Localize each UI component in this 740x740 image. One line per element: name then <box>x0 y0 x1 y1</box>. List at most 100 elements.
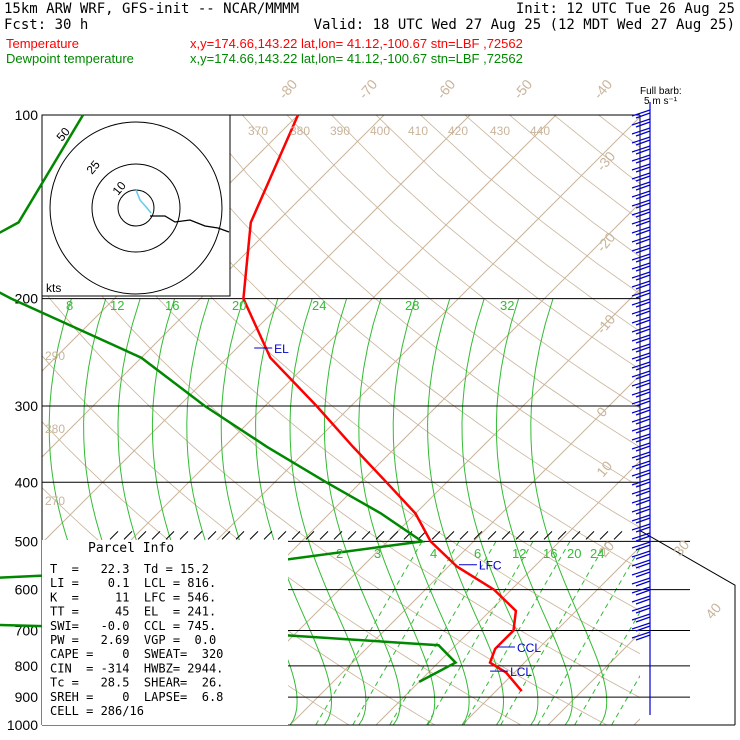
hodograph-ring <box>91 163 181 253</box>
parcel-info-row: CIN = -314 HWBZ= 2944. <box>50 661 223 675</box>
wind-barb <box>631 523 651 533</box>
wind-barb <box>631 352 651 362</box>
hatch-mark <box>151 531 161 540</box>
wind-barb <box>631 199 651 209</box>
hatch-mark <box>445 531 455 540</box>
hatch-mark <box>333 531 343 540</box>
dry-adiabat <box>509 115 640 221</box>
mixing-ratio-label: 28 <box>405 298 419 313</box>
wind-barbs: Full barb:5 m s⁻¹ <box>631 86 682 715</box>
dry-adiabat <box>108 115 640 570</box>
parcel-info-row: LI = 0.1 LCL = 816. <box>50 576 216 590</box>
isotherm-label: 30 <box>670 537 692 559</box>
valid-time: Valid: 18 UTC Wed 27 Aug 25 (12 MDT Wed … <box>314 17 735 33</box>
hatch-mark <box>501 531 511 540</box>
barb-legend-title: Full barb: <box>640 86 682 97</box>
moist-adiabat <box>323 298 401 725</box>
hatch-mark <box>109 531 119 540</box>
parcel-info-row: PW = 2.69 VGP = 0.0 <box>50 633 216 647</box>
wind-barb <box>631 379 651 389</box>
mixing-ratio-label: 4 <box>430 546 437 561</box>
temperature-station-info: x,y=174.66,143.22 lat,lon= 41.12,-100.67… <box>190 36 523 51</box>
pressure-tick-label: 500 <box>15 533 39 549</box>
wind-barb <box>631 415 651 425</box>
wind-barb <box>631 244 651 254</box>
hatch-mark <box>263 531 273 540</box>
isotherm-line <box>42 115 471 544</box>
wind-barb <box>631 190 651 200</box>
mixing-ratio-label: 6 <box>474 546 481 561</box>
parcel-marker-label: LFC <box>479 559 502 573</box>
parcel-info-title: Parcel Info <box>88 541 174 556</box>
dewpoint-station-info: x,y=174.66,143.22 lat,lon= 41.12,-100.67… <box>190 51 523 66</box>
hatch-mark <box>375 531 385 540</box>
init-time: Init: 12 UTC Tue 26 Aug 25 <box>516 1 735 17</box>
wind-barb <box>631 622 651 632</box>
wind-barb <box>631 505 651 515</box>
wind-barb <box>631 514 651 524</box>
wind-barb <box>631 595 651 605</box>
hatch-mark <box>459 531 469 540</box>
hatch-mark <box>305 531 315 540</box>
wind-barb <box>631 388 651 398</box>
temperature-legend: Temperature <box>6 36 79 51</box>
theta-label: 410 <box>408 124 428 138</box>
theta-label: 420 <box>448 124 468 138</box>
hatch-mark <box>571 531 581 540</box>
dewpoint-legend: Dewpoint temperature <box>6 51 134 66</box>
hatch-mark <box>235 531 245 540</box>
wind-barb <box>631 487 651 497</box>
hatch-mark <box>473 531 483 540</box>
mixing-ratio-label: 16 <box>543 546 557 561</box>
wind-barb <box>631 172 651 182</box>
mixing-ratio-label: 12 <box>512 546 526 561</box>
wind-barb <box>631 217 651 227</box>
wind-barb <box>631 469 651 479</box>
hatch-mark <box>319 531 329 540</box>
dry-adiabat <box>153 115 640 529</box>
hatch-mark <box>207 531 217 540</box>
hatch-mark <box>291 531 301 540</box>
wind-barb <box>631 145 651 155</box>
wind-barb <box>631 397 651 407</box>
wind-barb <box>631 163 651 173</box>
wind-barb <box>631 298 651 308</box>
hodograph-frame <box>41 114 231 297</box>
wind-barb <box>631 613 651 623</box>
wind-barb <box>631 478 651 488</box>
isotherm-label: -50 <box>510 76 535 102</box>
model-title: 15km ARW WRF, GFS-init -- NCAR/MMMM <box>4 1 299 17</box>
moist-adiabat <box>495 298 573 725</box>
isotherm-label: -30 <box>593 148 618 174</box>
moist-adiabat <box>392 298 470 725</box>
dry-adiabat <box>42 288 608 725</box>
wind-barb <box>631 316 651 326</box>
mixing-ratio-label: 2 <box>336 546 343 561</box>
parcel-info-row: K = 11 LFC = 546. <box>50 590 216 604</box>
mixing-ratio-label: 12 <box>110 298 124 313</box>
isotherm-line <box>461 546 640 725</box>
hatch-mark <box>249 531 259 540</box>
theta-label: 380 <box>290 124 310 138</box>
isotherm-line <box>289 374 640 725</box>
hatch-mark <box>277 531 287 540</box>
dry-adiabat <box>598 115 640 148</box>
dry-adiabat <box>375 115 640 332</box>
wind-barb <box>631 118 651 128</box>
forecast-hour: Fcst: 30 h <box>4 17 88 33</box>
mixing-ratio-label: 32 <box>500 298 514 313</box>
isotherm-label: -70 <box>355 76 380 102</box>
isotherm-label: -80 <box>275 76 300 102</box>
wind-barb <box>631 289 651 299</box>
moist-adiabat <box>427 298 505 725</box>
hatch-mark <box>543 531 553 540</box>
dry-adiabat <box>331 115 640 370</box>
wind-barb <box>631 361 651 371</box>
mixing-ratio-label: 8 <box>66 298 73 313</box>
parcel-info-row: CELL = 286/16 <box>50 704 144 718</box>
pressure-tick-label: 300 <box>15 398 39 414</box>
pressure-tick-label: 400 <box>15 474 39 490</box>
pressure-tick-label: 900 <box>15 689 39 705</box>
parcel-marker-label: LCL <box>510 665 532 679</box>
